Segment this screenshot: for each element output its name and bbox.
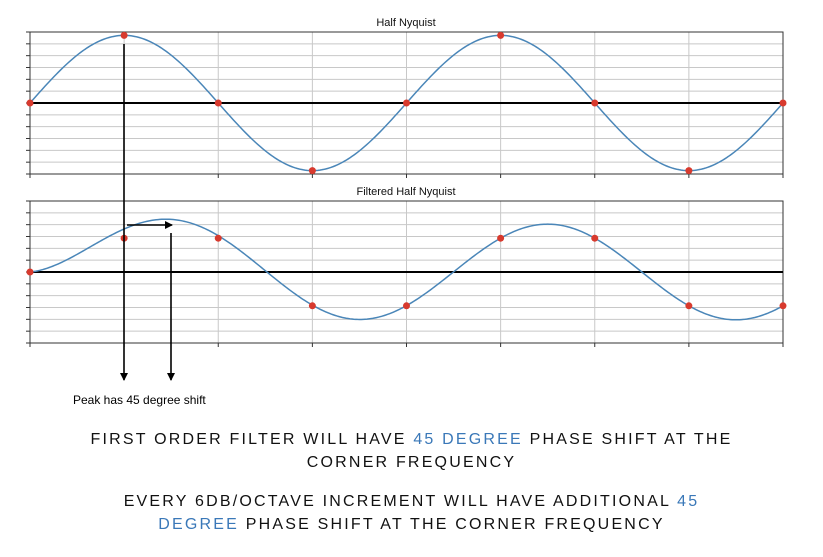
- top-sample-point: [591, 99, 599, 107]
- caption-increment: EVERY 6DB/OCTAVE INCREMENT WILL HAVE ADD…: [0, 490, 823, 536]
- top-sample-point: [403, 99, 410, 107]
- caption-first-order: FIRST ORDER FILTER WILL HAVE 45 DEGREE P…: [0, 428, 823, 474]
- bottom-sample-point: [497, 234, 505, 242]
- bottom-sample-point: [308, 302, 316, 310]
- top-sample-point: [497, 31, 505, 39]
- caption-increment-line1: EVERY 6DB/OCTAVE INCREMENT WILL HAVE ADD…: [123, 493, 700, 510]
- highlight-45-degree: 45 DEGREE: [413, 431, 523, 448]
- caption-first-order-line1: FIRST ORDER FILTER WILL HAVE 45 DEGREE P…: [90, 431, 733, 448]
- caption-increment-line2: DEGREE PHASE SHIFT AT THE CORNER FREQUEN…: [158, 516, 665, 533]
- bottom-sample-point: [779, 302, 787, 310]
- bottom-sample-point: [214, 234, 222, 242]
- top-sample-point: [685, 167, 693, 175]
- top-sample-point: [779, 99, 787, 107]
- highlight-degree: DEGREE: [158, 516, 240, 533]
- bottom-sample-point: [685, 302, 693, 310]
- annotation-label: Peak has 45 degree shift: [73, 393, 206, 407]
- caption-first-order-line2: CORNER FREQUENCY: [306, 454, 517, 471]
- plot-half-nyquist: [26, 31, 787, 178]
- chart-title-top: Half Nyquist: [376, 17, 435, 29]
- top-sample-point: [26, 99, 34, 107]
- top-sample-point: [214, 99, 222, 107]
- chart-title-bottom: Filtered Half Nyquist: [356, 186, 455, 198]
- bottom-sample-point: [26, 268, 34, 276]
- bottom-sample-point: [591, 234, 599, 242]
- plot-filtered-half-nyquist: [26, 200, 787, 347]
- phase-shift-annotation: Peak has 45 degree shift: [73, 44, 206, 407]
- highlight-45: 45: [677, 493, 700, 510]
- top-sample-point: [308, 167, 316, 175]
- top-sample-point: [120, 31, 128, 39]
- bottom-sample-point: [403, 302, 410, 310]
